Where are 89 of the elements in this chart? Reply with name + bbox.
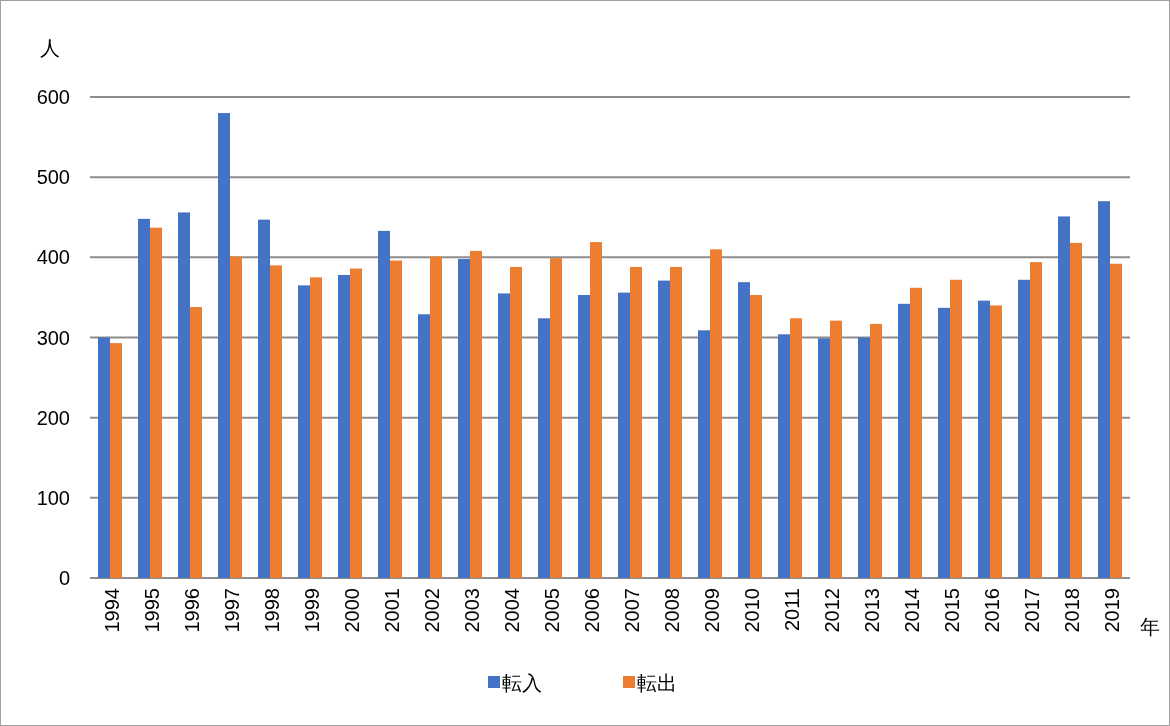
bar [98,337,110,578]
bar [670,266,682,578]
x-tick-label: 2008 [661,588,683,633]
bar [830,320,842,578]
y-tick-label: 100 [36,486,70,509]
bar [910,287,922,578]
bar [310,277,322,578]
bar [630,266,642,578]
x-tick-label: 2019 [1101,588,1123,633]
x-axis-title: 年 [1140,616,1160,638]
x-tick-label: 2010 [741,588,763,633]
bar [818,338,830,578]
bar [618,292,630,578]
bar [430,256,442,578]
bar [138,218,150,578]
bar [1110,263,1122,578]
bar [350,268,362,578]
x-tick-label: 2014 [901,588,923,633]
bar [1098,201,1110,578]
bar [870,323,882,578]
x-tick-label: 1994 [101,588,123,633]
x-tick-label: 2000 [341,588,363,633]
bar [230,256,242,578]
bar [1030,262,1042,578]
bar [590,242,602,578]
bar [498,293,510,578]
bar [578,295,590,578]
bar [178,212,190,578]
bar [978,300,990,578]
bar [470,250,482,578]
bar [378,230,390,578]
x-tick-label: 1999 [301,588,323,633]
bar [418,314,430,578]
bar [538,318,550,578]
x-tick-label: 2003 [461,588,483,633]
bar [338,274,350,578]
legend-label: 転入 [502,672,542,694]
x-tick-label: 2005 [541,588,563,633]
y-tick-label: 500 [36,166,70,189]
bar [950,279,962,578]
x-tick-label: 2015 [941,588,963,633]
bar [898,303,910,578]
bar [550,258,562,578]
bar [790,318,802,578]
bar [390,260,402,578]
x-tick-label: 2018 [1061,588,1083,633]
x-tick-label: 2016 [981,588,1003,633]
x-tick-label: 2004 [501,588,523,633]
bar [298,285,310,578]
x-tick-label: 2001 [381,588,403,633]
x-tick-label: 2012 [821,588,843,633]
x-tick-label: 2017 [1021,588,1043,633]
x-tick-label: 2013 [861,588,883,633]
bar [458,258,470,578]
x-tick-label: 2009 [701,588,723,633]
bar [110,343,122,578]
bar [698,330,710,578]
bar [1070,242,1082,578]
bar [858,337,870,578]
bar [218,113,230,578]
x-tick-label: 2007 [621,588,643,633]
bar [658,280,670,578]
y-tick-label: 600 [36,86,70,108]
bar [258,219,270,578]
x-tick-label: 2011 [781,588,803,632]
bar [990,305,1002,578]
bar [938,307,950,578]
y-tick-label: 300 [36,326,70,349]
y-tick-label: 0 [58,567,70,589]
x-tick-label: 1996 [181,588,203,633]
bar [750,295,762,578]
y-tick-label: 400 [36,246,70,269]
x-tick-label: 1997 [221,588,243,633]
x-tick-label: 1995 [141,588,163,633]
x-tick-label: 1998 [261,588,283,633]
bar [510,266,522,578]
legend-label: 転出 [637,672,677,694]
bar [150,227,162,578]
x-tick-label: 2006 [581,588,603,633]
bar [190,307,202,578]
y-tick-label: 200 [36,406,70,429]
bar [1058,216,1070,578]
bar [1018,279,1030,578]
bar [738,282,750,578]
bar [270,265,282,578]
bar [778,334,790,578]
x-tick-label: 2002 [421,588,443,633]
bar [710,249,722,578]
y-axis-title: 人 [40,37,60,59]
